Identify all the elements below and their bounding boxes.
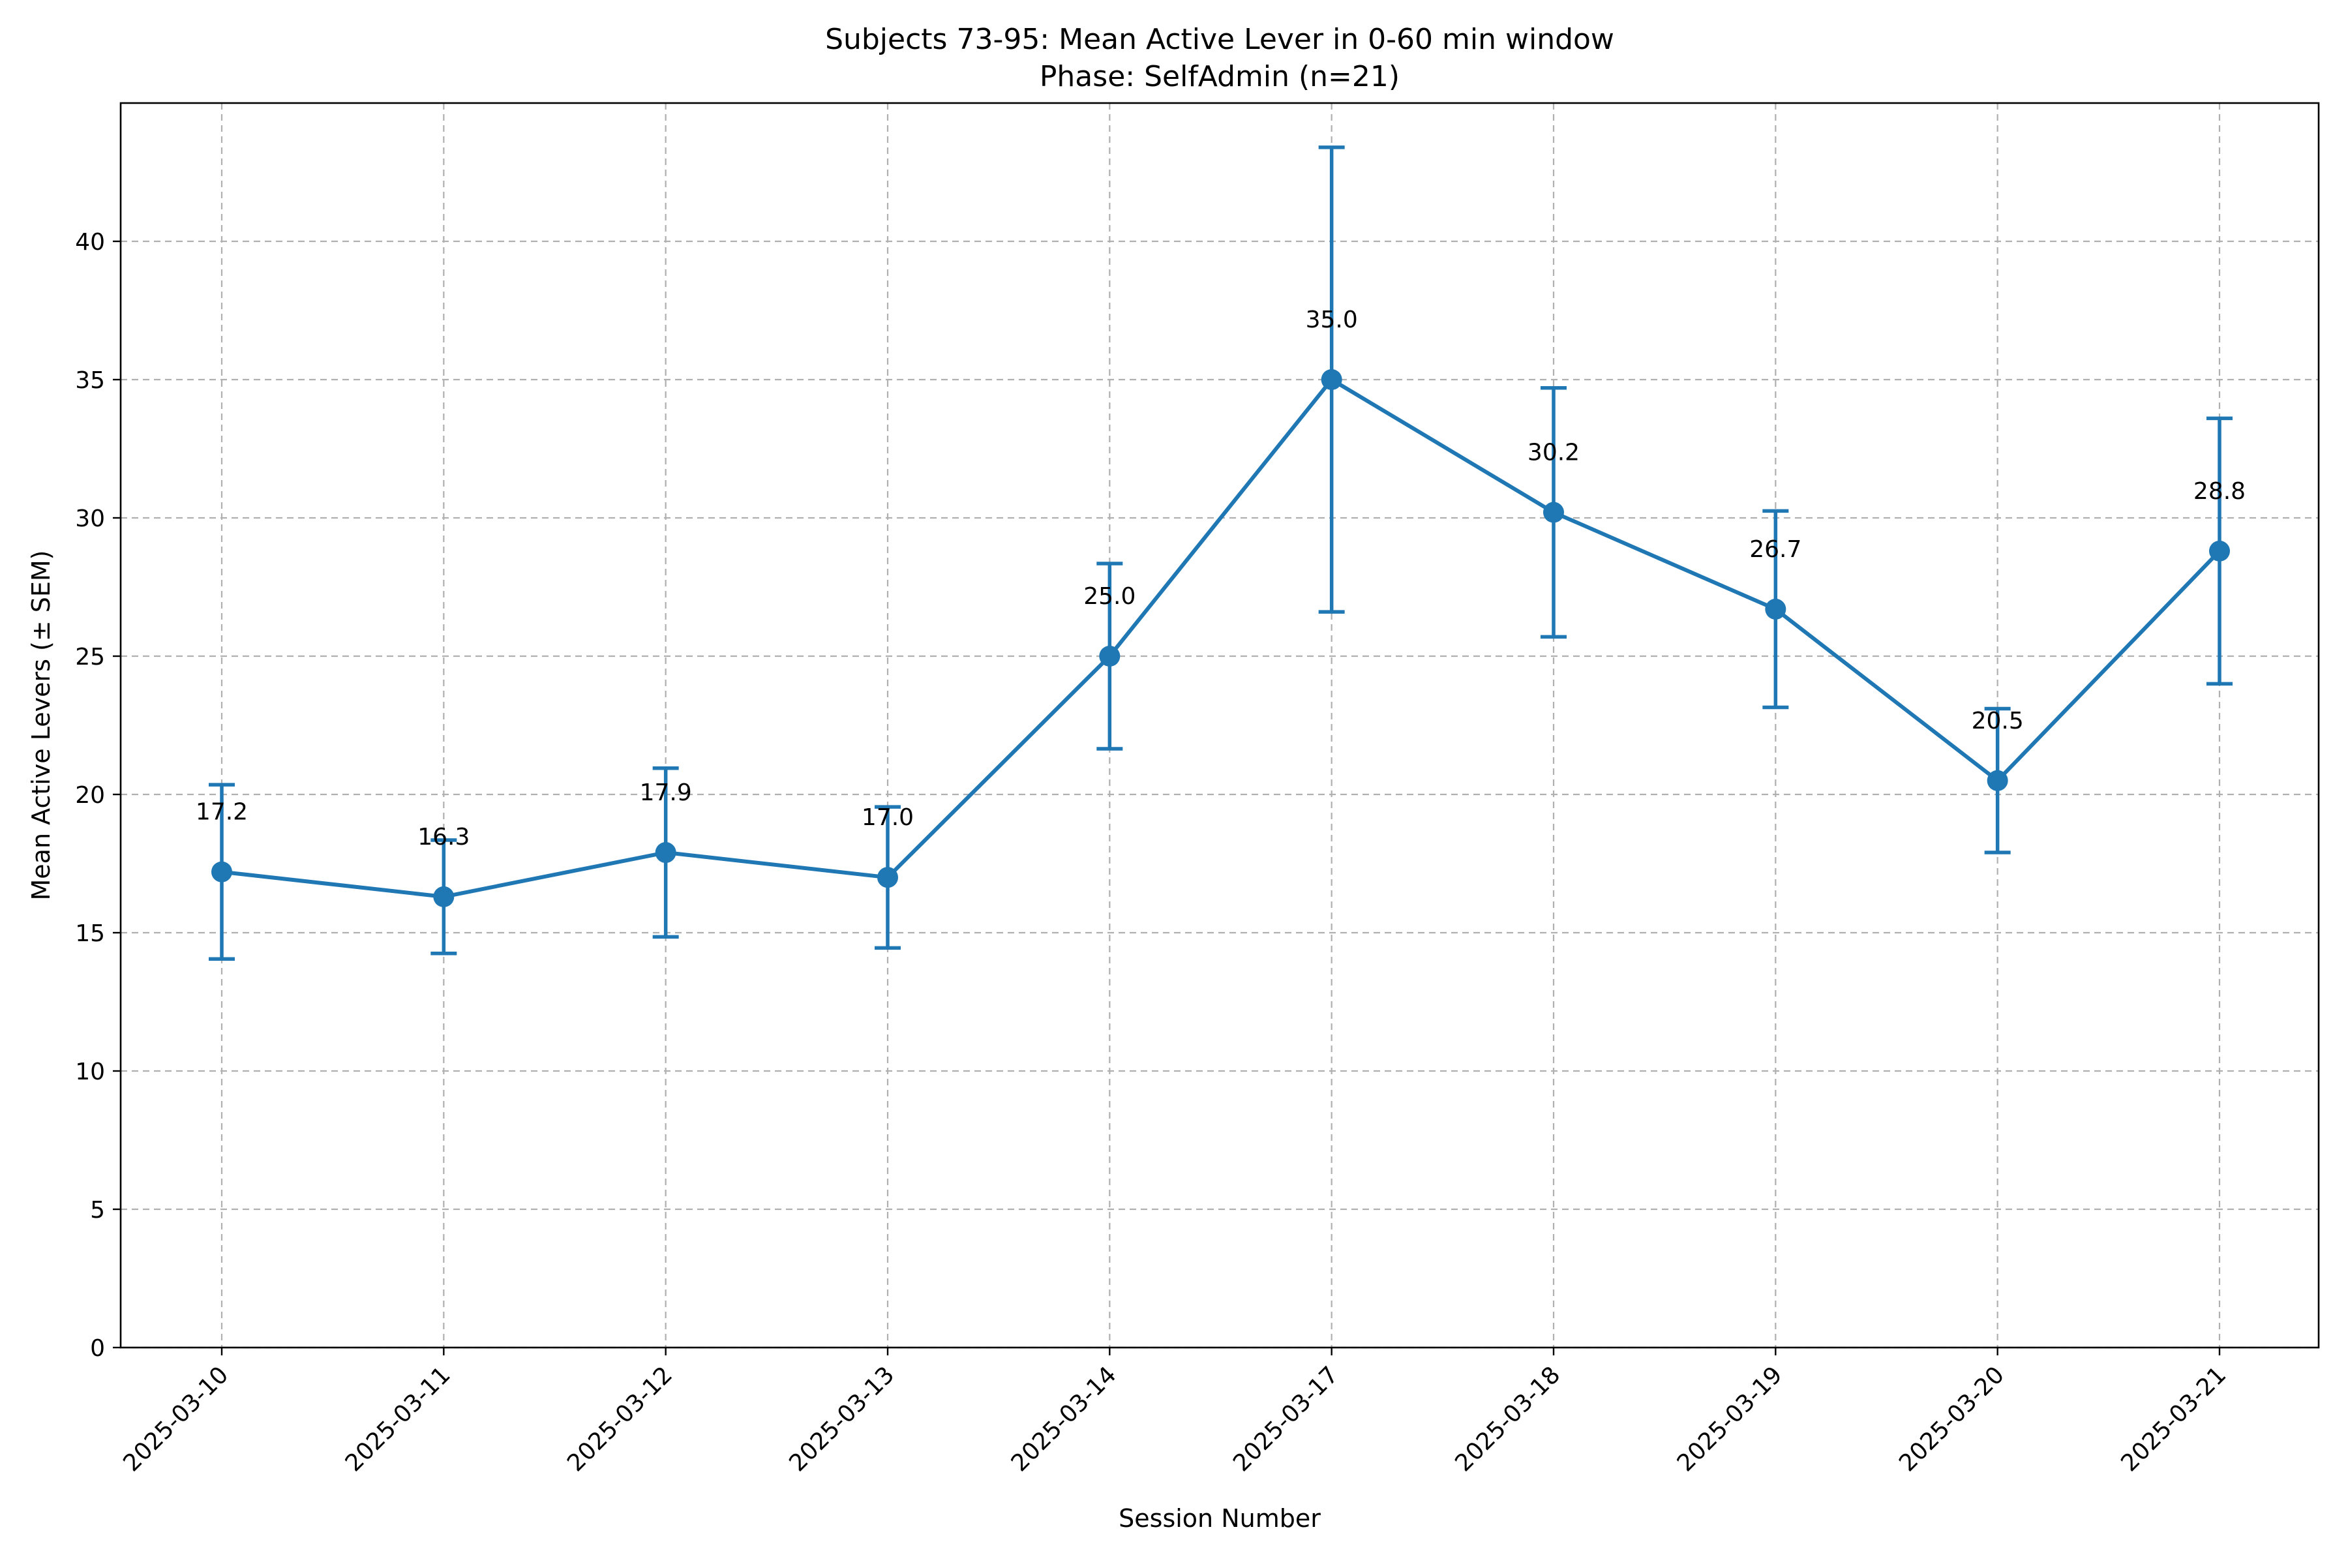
y-tick-label: 10 xyxy=(75,1059,105,1085)
data-point xyxy=(211,861,232,882)
series-line xyxy=(221,378,2221,899)
data-label: 17.2 xyxy=(196,799,248,826)
data-point xyxy=(1987,770,2008,791)
data-layer: 17.2 16.3 17.9 17.0 25.0 35.0 30.2 26.7 20.5 28.8 xyxy=(196,145,2246,961)
data-point xyxy=(2209,540,2230,562)
data-point xyxy=(877,867,898,888)
y-tick-label: 25 xyxy=(75,644,105,671)
data-label: 35.0 xyxy=(1306,307,1358,333)
x-axis-label: Session Number xyxy=(1119,1504,1321,1533)
data-label: 20.5 xyxy=(1972,708,2024,734)
data-label: 16.3 xyxy=(417,824,470,851)
data-point xyxy=(1099,646,1121,667)
data-label: 26.7 xyxy=(1749,536,1801,563)
data-point xyxy=(1321,369,1342,390)
y-tick-label: 5 xyxy=(90,1197,105,1224)
data-label: 25.0 xyxy=(1083,583,1136,610)
y-tick-label: 30 xyxy=(75,505,105,532)
data-label: 17.0 xyxy=(862,804,914,831)
axes-frame xyxy=(119,102,2320,1349)
y-axis-label: Mean Active Levers (± SEM) xyxy=(27,550,55,901)
data-label: 17.9 xyxy=(640,779,692,806)
data-point xyxy=(433,886,455,907)
y-tick-label: 40 xyxy=(75,229,105,256)
data-point xyxy=(655,842,676,864)
data-label: 30.2 xyxy=(1528,440,1580,466)
y-tick-label: 15 xyxy=(75,920,105,947)
chart-title: Subjects 73-95: Mean Active Lever in 0-6… xyxy=(825,23,1614,56)
y-tick-label: 35 xyxy=(75,367,105,394)
data-label: 28.8 xyxy=(2193,478,2246,505)
y-tick-label: 0 xyxy=(90,1335,105,1362)
chart-subtitle: Phase: SelfAdmin (n=21) xyxy=(1040,60,1400,93)
data-point xyxy=(1765,598,1786,620)
y-tick-label: 20 xyxy=(75,782,105,809)
data-point xyxy=(1543,502,1564,523)
